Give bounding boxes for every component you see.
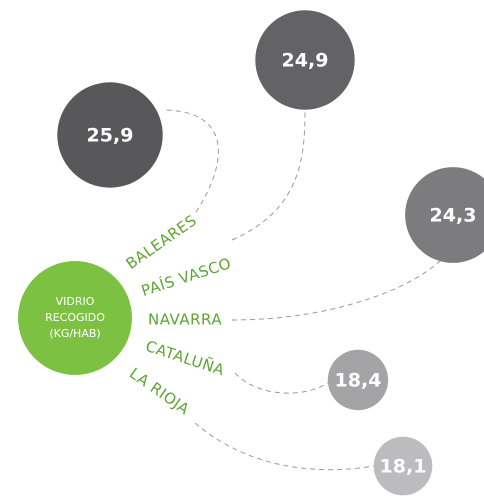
category-label: PAÍS VASCO	[139, 253, 234, 300]
value-label: 24,9	[282, 50, 329, 72]
connector	[194, 422, 374, 471]
bubble	[57, 82, 163, 188]
category-label: CATALUÑA	[143, 336, 227, 379]
connector	[231, 109, 306, 241]
connector	[231, 259, 442, 321]
category-label: NAVARRA	[148, 311, 222, 329]
bubble	[327, 349, 389, 411]
center-label: RECOGIDO	[45, 311, 105, 324]
value-label: 18,1	[380, 456, 427, 478]
value-label: 25,9	[87, 125, 134, 147]
center-label: VIDRIO	[56, 295, 95, 308]
category-label: BALEARES	[123, 211, 201, 273]
bubble	[373, 436, 433, 496]
center-circle	[18, 261, 132, 375]
category-label: LA RIOJA	[126, 364, 193, 418]
value-label: 24,3	[430, 205, 477, 227]
connector	[234, 372, 329, 394]
bubble	[405, 167, 484, 263]
value-label: 18,4	[335, 370, 382, 392]
connector	[162, 109, 219, 213]
center-label: (KG/HAB)	[49, 327, 100, 340]
bubble	[255, 10, 355, 110]
